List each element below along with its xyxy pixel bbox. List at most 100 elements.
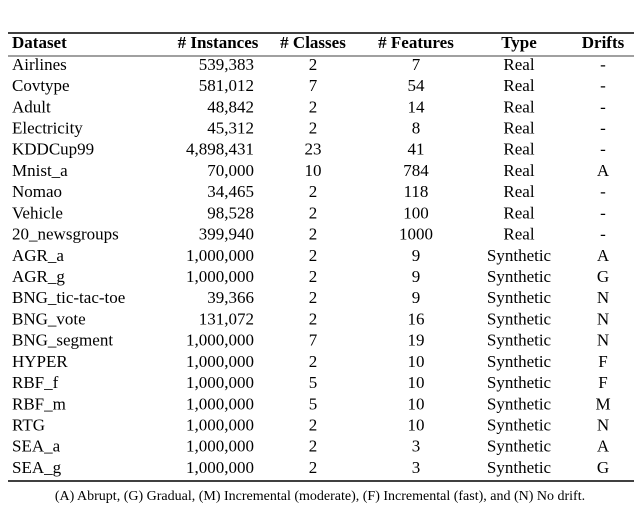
cell: 20_newsgroups — [12, 225, 119, 244]
cell: N — [597, 309, 609, 328]
cell: M — [595, 394, 610, 413]
cell: Covtype — [12, 76, 70, 95]
cell: Synthetic — [487, 415, 552, 434]
cell: 2 — [309, 203, 318, 222]
cell: 131,072 — [199, 309, 254, 328]
cell: 3 — [412, 437, 421, 456]
cell: 1000 — [399, 225, 433, 244]
cell: Vehicle — [12, 203, 63, 222]
cell: 2 — [309, 288, 318, 307]
cell: Synthetic — [487, 437, 552, 456]
cell: Real — [503, 119, 534, 138]
cell: - — [600, 97, 606, 116]
cell: Adult — [12, 97, 51, 116]
cell: Real — [503, 225, 534, 244]
cell: Synthetic — [487, 394, 552, 413]
cell: 19 — [408, 331, 425, 350]
cell: KDDCup99 — [12, 140, 94, 159]
cell: SEA_g — [12, 458, 62, 477]
cell: 399,940 — [199, 225, 254, 244]
cell: - — [600, 55, 606, 74]
cell: 1,000,000 — [186, 267, 254, 286]
header-cell: Type — [501, 33, 537, 52]
cell: Nomao — [12, 182, 62, 201]
cell: 5 — [309, 373, 318, 392]
cell: - — [600, 119, 606, 138]
cell: 8 — [412, 119, 421, 138]
cell: BNG_tic-tac-toe — [12, 288, 125, 307]
cell: 3 — [412, 458, 421, 477]
header-cell: # Instances — [178, 33, 259, 52]
cell: 14 — [408, 97, 426, 116]
cell: 2 — [309, 309, 318, 328]
cell: 2 — [309, 97, 318, 116]
cell: BNG_vote — [12, 309, 86, 328]
cell: RBF_f — [12, 373, 59, 392]
cell: 41 — [408, 140, 425, 159]
cell: Synthetic — [487, 309, 552, 328]
cell: - — [600, 76, 606, 95]
cell: 1,000,000 — [186, 373, 254, 392]
cell: - — [600, 203, 606, 222]
cell: Real — [503, 203, 534, 222]
header-cell: Dataset — [12, 33, 67, 52]
cell: 2 — [309, 437, 318, 456]
cell: - — [600, 140, 606, 159]
cell: Real — [503, 182, 534, 201]
cell: 5 — [309, 394, 318, 413]
cell: N — [597, 415, 609, 434]
cell: G — [597, 267, 609, 286]
cell: BNG_segment — [12, 331, 113, 350]
cell: 54 — [408, 76, 426, 95]
cell: 1,000,000 — [186, 415, 254, 434]
cell: A — [597, 161, 610, 180]
cell: Real — [503, 161, 534, 180]
cell: 2 — [309, 415, 318, 434]
cell: N — [597, 331, 609, 350]
cell: Real — [503, 140, 534, 159]
cell: 16 — [408, 309, 425, 328]
header-cell: Drifts — [582, 33, 625, 52]
cell: 1,000,000 — [186, 246, 254, 265]
cell: 539,383 — [199, 55, 254, 74]
cell: Synthetic — [487, 373, 552, 392]
cell: RTG — [12, 415, 45, 434]
cell: Electricity — [12, 119, 83, 138]
cell: RBF_m — [12, 394, 66, 413]
cell: 2 — [309, 225, 318, 244]
cell: 98,528 — [207, 203, 254, 222]
cell: 1,000,000 — [186, 437, 254, 456]
cell: HYPER — [12, 352, 68, 371]
cell: SEA_a — [12, 437, 61, 456]
cell: Synthetic — [487, 352, 552, 371]
cell: Synthetic — [487, 458, 552, 477]
cell: 23 — [305, 140, 322, 159]
cell: 118 — [404, 182, 429, 201]
cell: 70,000 — [207, 161, 254, 180]
cell: 34,465 — [207, 182, 254, 201]
cell: 9 — [412, 288, 421, 307]
cell: 7 — [309, 331, 318, 350]
cell: 10 — [305, 161, 322, 180]
cell: 1,000,000 — [186, 394, 254, 413]
cell: 10 — [408, 394, 425, 413]
cell: 39,366 — [207, 288, 254, 307]
header-cell: # Features — [378, 33, 454, 52]
cell: 2 — [309, 267, 318, 286]
cell: 7 — [412, 55, 421, 74]
cell: 2 — [309, 182, 318, 201]
cell: AGR_g — [12, 267, 65, 286]
cell: 2 — [309, 119, 318, 138]
cell: G — [597, 458, 609, 477]
cell: Synthetic — [487, 331, 552, 350]
cell: F — [598, 352, 607, 371]
cell: 48,842 — [207, 97, 254, 116]
cell: 10 — [408, 352, 425, 371]
cell: 45,312 — [207, 119, 254, 138]
cell: 581,012 — [199, 76, 254, 95]
cell: 1,000,000 — [186, 352, 254, 371]
cell: Real — [503, 55, 534, 74]
cell: 9 — [412, 246, 421, 265]
cell: 100 — [403, 203, 429, 222]
